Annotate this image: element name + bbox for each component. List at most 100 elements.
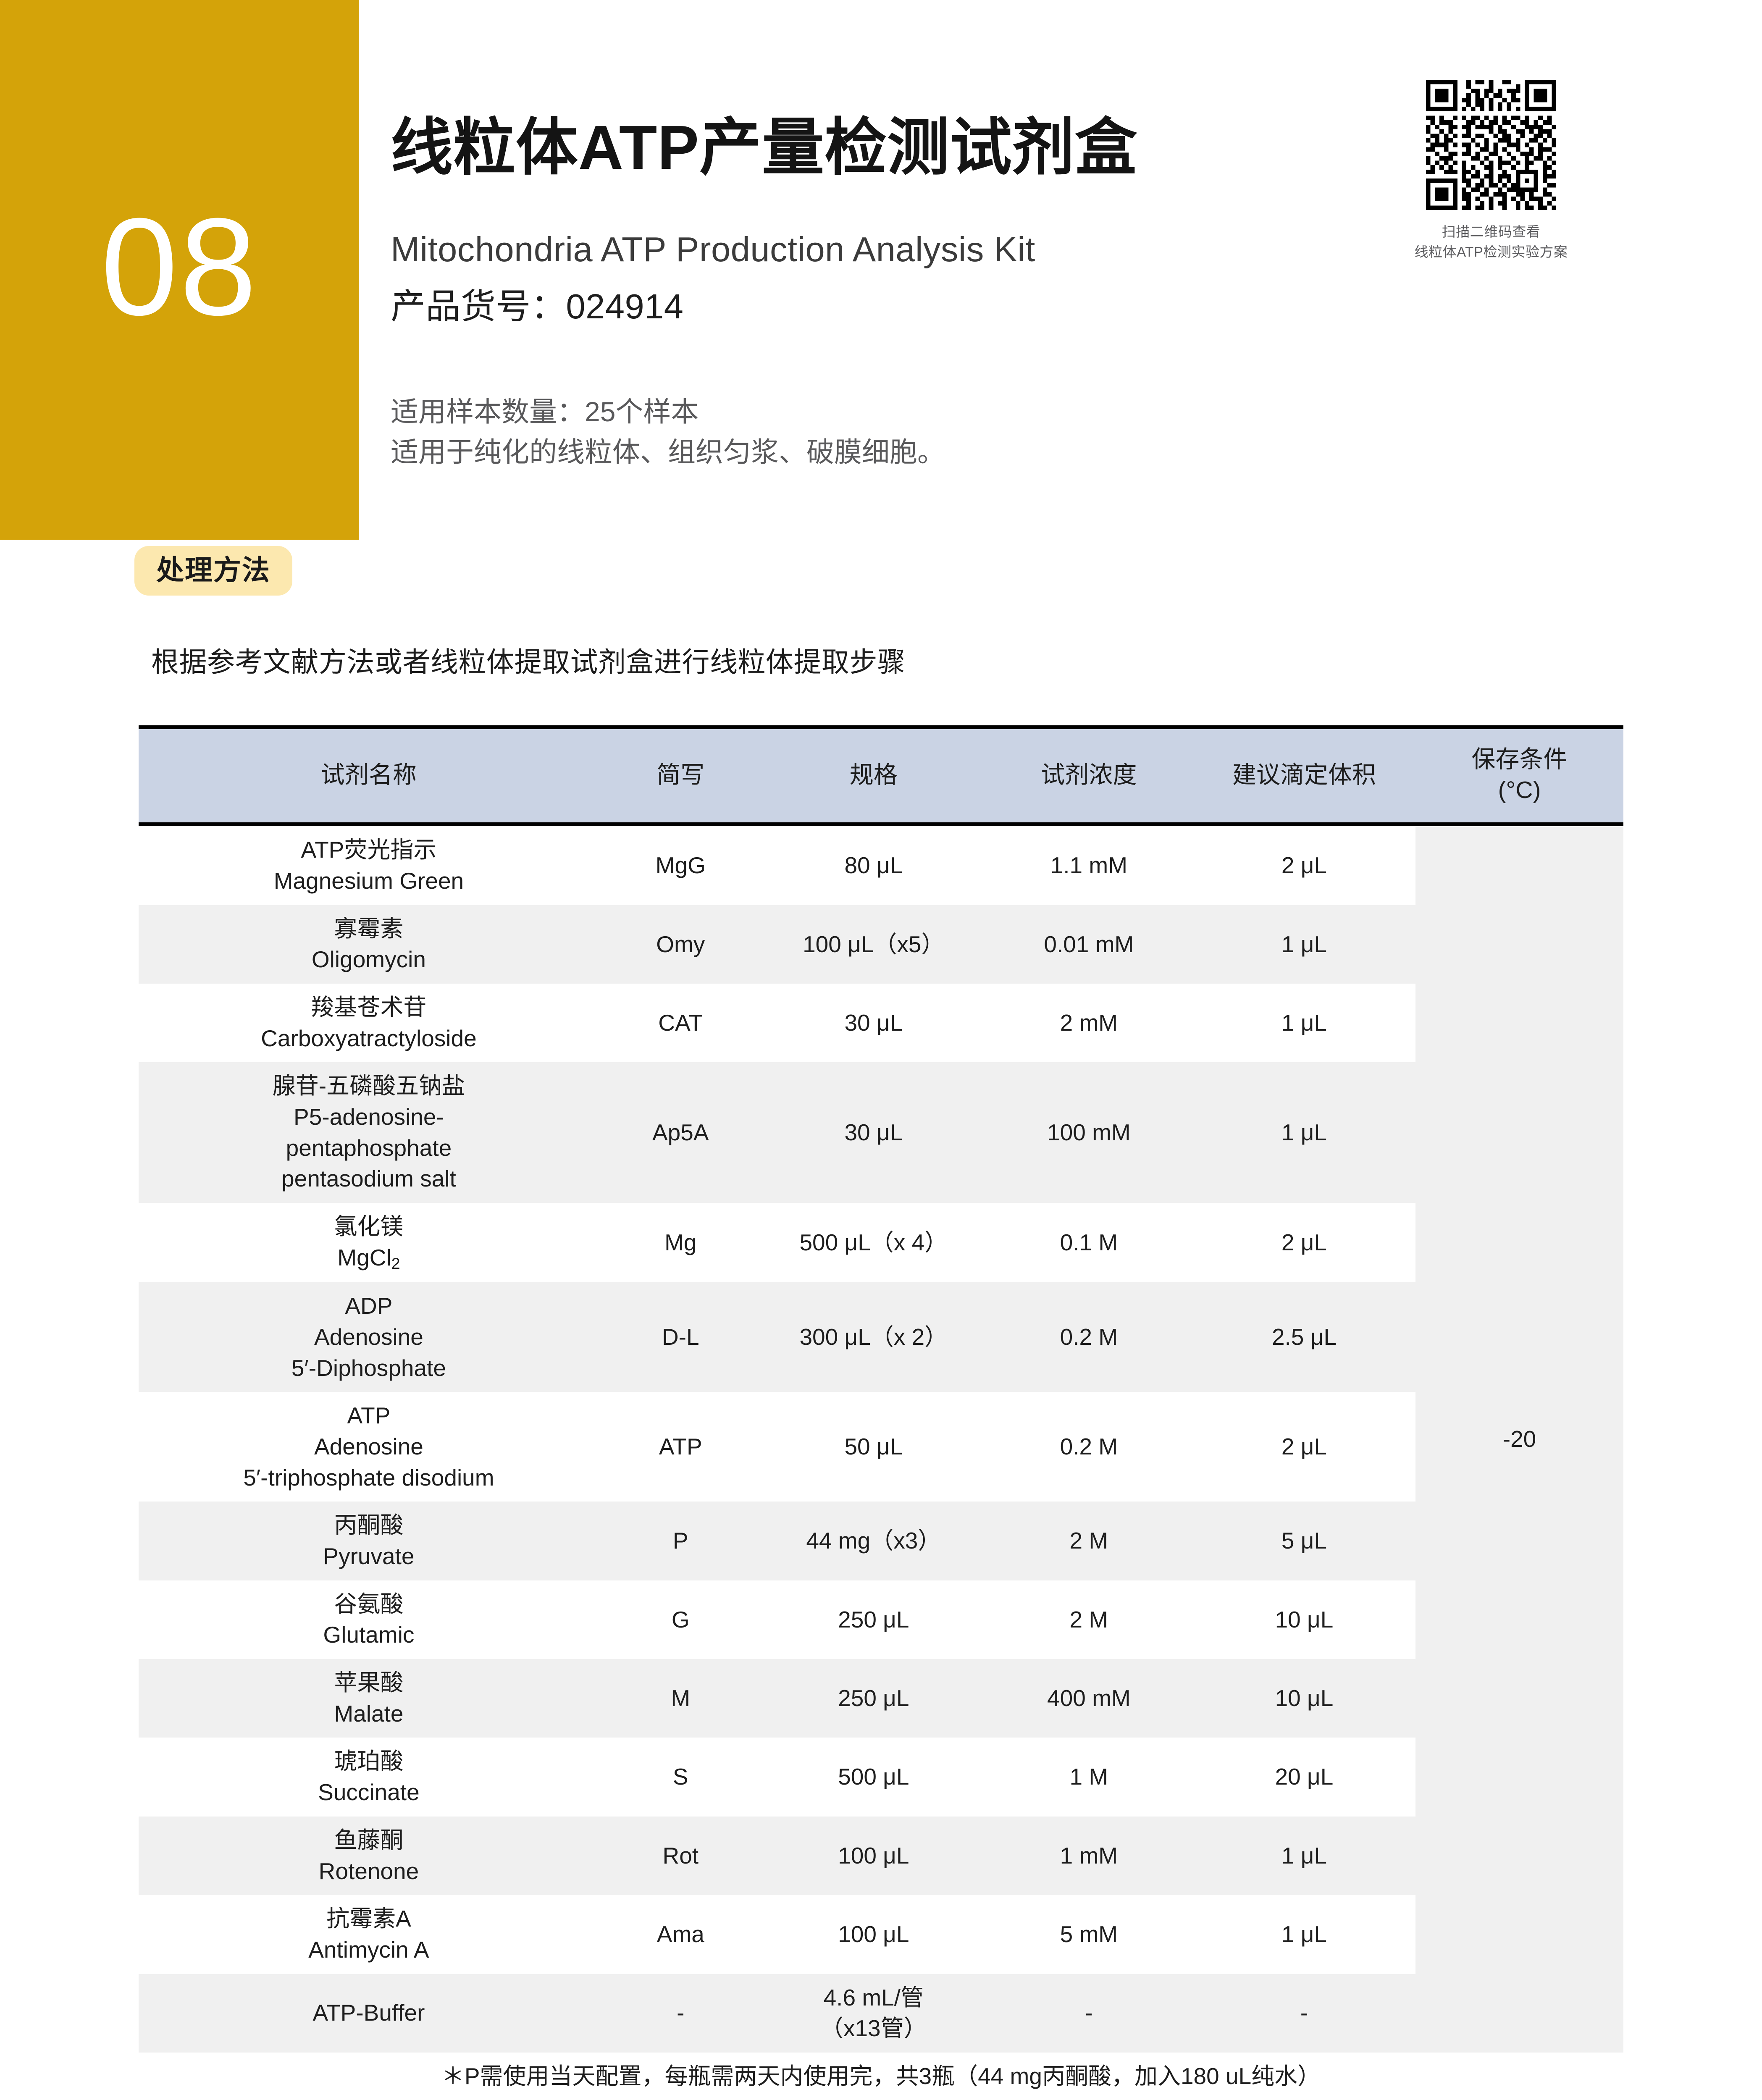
table-row: ATP-Buffer -4.6 mL/管 （x13管） - - — [139, 1974, 1623, 2053]
sample-info-group: 适用样本数量：25个样本 适用于纯化的线粒体、组织匀浆、破膜细胞。 — [391, 392, 1378, 472]
cell-concentration: 1 M — [985, 1738, 1193, 1816]
cell-titration-volume: 1 μL — [1192, 1816, 1416, 1895]
cell-abbreviation: D-L — [599, 1282, 762, 1392]
cell-reagent-name: 苹果酸 Malate — [139, 1659, 599, 1738]
table-row: 抗霉素A Antimycin A Ama 100 μL 5 mM 1 μL — [139, 1895, 1623, 1974]
cell-specification: 30 μL — [762, 984, 985, 1063]
cell-specification: 100 μL — [762, 1816, 985, 1895]
table-body: ATP荧光指示 Magnesium Green MgG 80 μL 1.1 mM 2 μL… — [139, 824, 1623, 2100]
cell-reagent-name: ATP-Buffer — [139, 1974, 599, 2053]
cell-concentration: 0.01 mM — [985, 905, 1193, 984]
storage-header-line-1: 保存条件 — [1471, 746, 1568, 773]
cell-specification: 500 μL（x 4） — [762, 1203, 985, 1283]
product-code: 产品货号：024914 — [391, 286, 684, 326]
cell-titration-volume: 2 μL — [1192, 1203, 1416, 1283]
cell-abbreviation: MgG — [599, 824, 762, 905]
cell-titration-volume: 2 μL — [1192, 824, 1416, 905]
column-header-abbreviation: 简写 — [599, 725, 762, 827]
cell-reagent-name: ATP Adenosine 5′-triphosphate disodium — [139, 1392, 599, 1502]
cell-storage-condition: -20 — [1415, 824, 1623, 2053]
cell-titration-volume: 10 μL — [1192, 1659, 1416, 1738]
cell-specification: 80 μL — [762, 824, 985, 905]
qr-caption-line-2: 线粒体ATP检测实验方案 — [1414, 244, 1568, 260]
table-row: ATP荧光指示 Magnesium Green MgG 80 μL 1.1 mM 2 μL… — [139, 824, 1623, 2053]
table-row: 琥珀酸 Succinate S 500 μL 1 M 20 μL — [139, 1738, 1623, 1816]
cell-specification: 30 μL — [762, 1062, 985, 1203]
accent-block — [0, 0, 359, 540]
cell-abbreviation: CAT — [599, 984, 762, 1063]
cell-reagent-name: ATP荧光指示 Magnesium Green — [139, 824, 599, 905]
cell-specification: 250 μL — [762, 1659, 985, 1738]
cell-concentration: 1.1 mM — [985, 824, 1193, 905]
cell-specification: 4.6 mL/管 （x13管） — [762, 1974, 985, 2053]
table-row: 谷氨酸 Glutamic G 250 μL 2 M 10 μL — [139, 1580, 1623, 1659]
table-row: 苹果酸 Malate M 250 μL 400 mM 10 μL — [139, 1659, 1623, 1738]
cell-specification: 500 μL — [762, 1738, 985, 1816]
cell-titration-volume: 2.5 μL — [1192, 1282, 1416, 1392]
cell-reagent-name: 谷氨酸 Glutamic — [139, 1580, 599, 1659]
cell-titration-volume: 10 μL — [1192, 1580, 1416, 1659]
cell-specification: 100 μL — [762, 1895, 985, 1974]
cell-abbreviation: P — [599, 1502, 762, 1580]
cell-reagent-name: 抗霉素A Antimycin A — [139, 1895, 599, 1974]
cell-specification: 250 μL — [762, 1580, 985, 1659]
cell-titration-volume: - — [1192, 1974, 1416, 2053]
qr-caption-line-1: 扫描二维码查看 — [1442, 224, 1541, 239]
cell-concentration: 0.2 M — [985, 1392, 1193, 1502]
column-header-reagent-name: 试剂名称 — [139, 725, 599, 827]
cell-abbreviation: Omy — [599, 905, 762, 984]
cell-concentration: 2 mM — [985, 984, 1193, 1063]
issue-number: 08 — [100, 189, 259, 344]
cell-titration-volume: 20 μL — [1192, 1738, 1416, 1816]
cell-reagent-name: 腺苷-五磷酸五钠盐 P5-adenosine-pentaphosphate pent… — [139, 1062, 599, 1203]
cell-titration-volume: 1 μL — [1192, 984, 1416, 1063]
page-title: 线粒体ATP产量检测试剂盒 — [391, 113, 1138, 182]
cell-concentration: 400 mM — [985, 1659, 1193, 1738]
cell-concentration: 2 M — [985, 1580, 1193, 1659]
table-row: ADP Adenosine 5′-Diphosphate D-L 300 μL（x 2）… — [139, 1282, 1623, 1392]
table-row: 羧基苍术苷 Carboxyatractyloside CAT 30 μL 2 mM 1 μ… — [139, 984, 1623, 1063]
cell-titration-volume: 1 μL — [1192, 1895, 1416, 1974]
table-row: 寡霉素 Oligomycin Omy 100 μL（x5） 0.01 mM 1 μL — [139, 905, 1623, 984]
cell-reagent-name: 琥珀酸 Succinate — [139, 1738, 599, 1816]
table-row: 鱼藤酮 Rotenone Rot 100 μL 1 mM 1 μL — [139, 1816, 1623, 1895]
cell-titration-volume: 1 μL — [1192, 1062, 1416, 1203]
qr-code-icon[interactable] — [1426, 80, 1556, 210]
cell-abbreviation: - — [599, 1974, 762, 2053]
cell-concentration: - — [985, 1974, 1193, 2053]
qr-caption: 扫描二维码查看 线粒体ATP检测实验方案 — [1394, 222, 1588, 262]
cell-reagent-name: 鱼藤酮 Rotenone — [139, 1816, 599, 1895]
section-intro-text: 根据参考文献方法或者线粒体提取试剂盒进行线粒体提取步骤 — [151, 646, 906, 677]
cell-titration-volume: 1 μL — [1192, 905, 1416, 984]
cell-titration-volume: 5 μL — [1192, 1502, 1416, 1580]
table-row: 腺苷-五磷酸五钠盐 P5-adenosine-pentaphosphate pent… — [139, 1062, 1623, 1203]
page-header: 08 线粒体ATP产量检测试剂盒 Mitochondria ATP Produc… — [0, 0, 1762, 546]
column-header-storage-condition: 保存条件 (°C) — [1415, 725, 1623, 827]
cell-titration-volume: 2 μL — [1192, 1392, 1416, 1502]
table-row: ATP Adenosine 5′-triphosphate disodium ATP 5… — [139, 1392, 1623, 1502]
qr-code-block[interactable]: 扫描二维码查看 线粒体ATP检测实验方案 — [1394, 80, 1588, 262]
column-header-concentration: 试剂浓度 — [985, 725, 1193, 827]
cell-abbreviation: G — [599, 1580, 762, 1659]
section-badge-wrapper: 处理方法 — [134, 546, 1762, 596]
cell-abbreviation: Ap5A — [599, 1062, 762, 1203]
cell-concentration: 100 mM — [985, 1062, 1193, 1203]
column-header-titration-volume: 建议滴定体积 — [1192, 725, 1416, 827]
cell-abbreviation: S — [599, 1738, 762, 1816]
cell-reagent-name: 寡霉素 Oligomycin — [139, 905, 599, 984]
cell-abbreviation: Rot — [599, 1816, 762, 1895]
section-badge: 处理方法 — [134, 546, 292, 596]
reagent-table-wrapper: 试剂名称 简写 规格 试剂浓度 建议滴定体积 保存条件 (°C) ATP荧光指示… — [139, 725, 1623, 2100]
storage-header-line-2: (°C) — [1498, 777, 1541, 804]
cell-concentration: 0.1 M — [985, 1203, 1193, 1283]
cell-concentration: 5 mM — [985, 1895, 1193, 1974]
table-note-text: ＊P需使用当天配置，每瓶需两天内使用完，共3瓶（44 mg丙酮酸，加入180 u… — [139, 2052, 1623, 2100]
reagent-table: 试剂名称 简写 规格 试剂浓度 建议滴定体积 保存条件 (°C) ATP荧光指示… — [139, 725, 1623, 2100]
column-header-specification: 规格 — [762, 725, 985, 827]
table-note-row: ＊P需使用当天配置，每瓶需两天内使用完，共3瓶（44 mg丙酮酸，加入180 u… — [139, 2052, 1623, 2100]
cell-specification: 44 mg（x3） — [762, 1502, 985, 1580]
cell-reagent-name: 氯化镁 MgCl2 — [139, 1203, 599, 1283]
cell-concentration: 1 mM — [985, 1816, 1193, 1895]
